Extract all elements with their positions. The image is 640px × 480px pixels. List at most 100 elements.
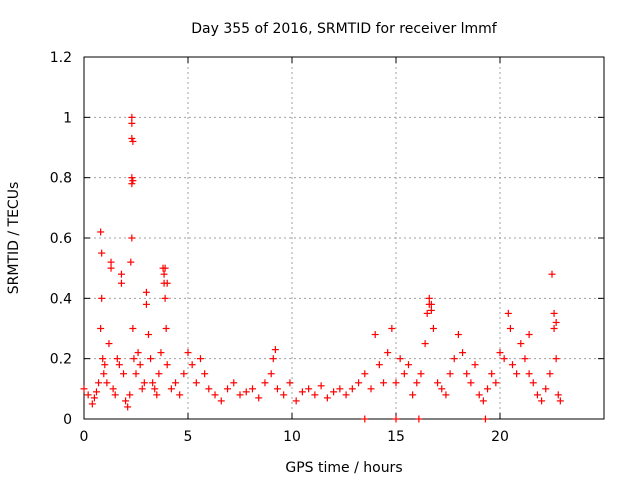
- data-point: [267, 370, 275, 378]
- data-point: [149, 379, 157, 387]
- data-point: [305, 385, 313, 393]
- y-tick-label: 0.4: [50, 291, 72, 307]
- data-point: [84, 391, 92, 399]
- data-point: [129, 137, 137, 145]
- data-point: [147, 355, 155, 363]
- data-point: [484, 385, 492, 393]
- data-point: [513, 370, 521, 378]
- data-point: [496, 349, 504, 357]
- data-point: [361, 415, 369, 423]
- data-point: [421, 340, 429, 348]
- x-axis-label: GPS time / hours: [285, 460, 402, 476]
- data-point: [492, 379, 500, 387]
- data-point: [128, 119, 136, 127]
- data-point: [155, 370, 163, 378]
- data-point: [400, 370, 408, 378]
- data-point: [463, 370, 471, 378]
- data-point: [88, 400, 96, 408]
- data-point: [438, 385, 446, 393]
- data-point: [355, 379, 363, 387]
- data-point: [434, 379, 442, 387]
- data-point: [425, 300, 433, 308]
- data-point: [236, 391, 244, 399]
- data-point: [348, 385, 356, 393]
- data-point: [105, 340, 113, 348]
- data-point: [429, 325, 437, 332]
- x-tick-labels: 0 5 10 15 20: [80, 429, 509, 445]
- data-point: [163, 361, 171, 369]
- data-point: [205, 385, 213, 393]
- data-point: [248, 385, 256, 393]
- data-point: [162, 325, 170, 332]
- data-point: [128, 180, 136, 188]
- data-point: [504, 309, 512, 317]
- data-point: [128, 174, 136, 182]
- data-point: [172, 379, 180, 387]
- data-point: [103, 379, 111, 387]
- data-point: [132, 370, 140, 378]
- data-point: [471, 361, 479, 369]
- data-point: [128, 134, 136, 142]
- data-point: [95, 379, 103, 387]
- data-point: [261, 379, 269, 387]
- data-point: [140, 379, 148, 387]
- data-point: [517, 340, 525, 348]
- data-point: [188, 361, 196, 369]
- data-point: [163, 279, 171, 287]
- data-point: [117, 270, 125, 278]
- data-point: [92, 388, 100, 396]
- data-point: [90, 394, 98, 402]
- data-point: [269, 355, 277, 363]
- data-point: [136, 361, 144, 369]
- data-point: [311, 391, 319, 399]
- data-point: [107, 264, 115, 272]
- data-point: [151, 385, 159, 393]
- data-point: [99, 355, 107, 363]
- data-point: [211, 391, 219, 399]
- x-tick-label: 10: [283, 429, 301, 445]
- data-point: [273, 385, 281, 393]
- data-point: [427, 306, 435, 314]
- data-point: [384, 349, 392, 357]
- data-point: [542, 385, 550, 393]
- data-point: [488, 370, 496, 378]
- data-point: [217, 397, 225, 405]
- data-point: [392, 415, 400, 423]
- data-point: [392, 379, 400, 387]
- data-point: [107, 258, 115, 266]
- x-tick-label: 20: [491, 429, 509, 445]
- data-point: [450, 355, 458, 363]
- data-point: [98, 294, 106, 302]
- data-point: [167, 385, 175, 393]
- data-point: [552, 318, 560, 326]
- data-point: [525, 370, 533, 378]
- y-tick-label: 1: [63, 110, 72, 126]
- data-point: [336, 385, 344, 393]
- data-point: [417, 370, 425, 378]
- data-point: [546, 370, 554, 378]
- data-point: [271, 346, 279, 354]
- data-point: [111, 391, 119, 399]
- data-point: [380, 379, 388, 387]
- tick-marks: [83, 56, 604, 420]
- data-point: [342, 391, 350, 399]
- data-point: [134, 349, 142, 357]
- data-point: [367, 385, 375, 393]
- data-point: [98, 249, 106, 257]
- data-point: [508, 361, 516, 369]
- x-tick-label: 0: [80, 429, 89, 445]
- grid-lines: [84, 57, 604, 419]
- data-point: [153, 391, 161, 399]
- data-point: [120, 370, 128, 378]
- data-point: [423, 309, 431, 317]
- data-point: [160, 270, 168, 278]
- data-point: [459, 349, 467, 357]
- data-point: [115, 361, 123, 369]
- data-point: [113, 355, 121, 363]
- data-point: [475, 391, 483, 399]
- data-point: [554, 391, 562, 399]
- data-point: [388, 325, 396, 332]
- data-point: [548, 270, 556, 278]
- data-point: [176, 391, 184, 399]
